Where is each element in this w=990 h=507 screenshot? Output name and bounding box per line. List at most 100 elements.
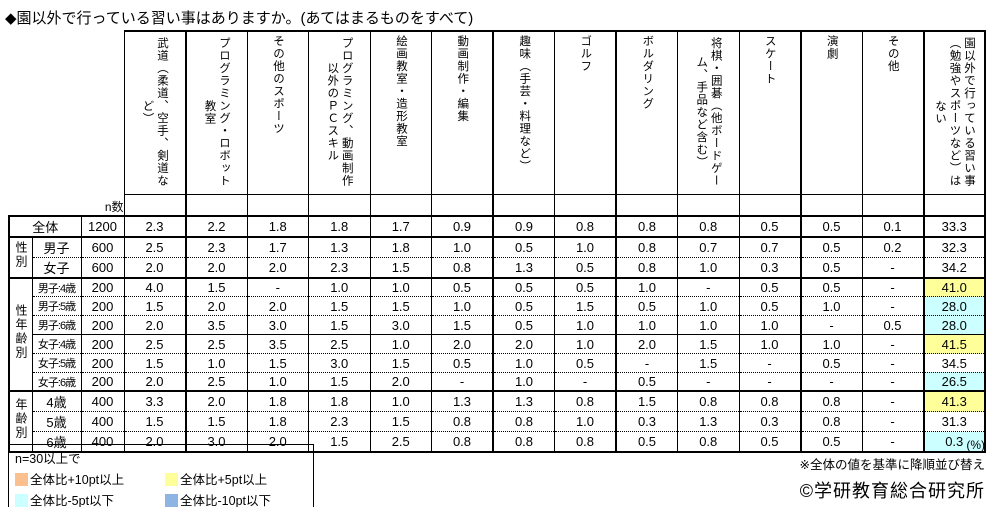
row-label: 女子:5歳 — [31, 353, 81, 373]
legend-grid: 全体比+10pt以上 全体比+5pt以上 全体比-5pt以下 全体比-10pt以… — [15, 469, 307, 507]
highlight-cell: 41.5 — [922, 334, 986, 354]
group-label: 年齢別 — [8, 390, 32, 454]
value-cell: 0.8 — [677, 215, 739, 237]
value-cell: 1.5 — [123, 353, 186, 373]
value-cell: 1.5 — [308, 371, 370, 392]
value-cell: 0.8 — [431, 431, 493, 454]
column-header: スケート — [738, 30, 801, 195]
value-cell: 0.5 — [799, 431, 862, 454]
minus5-swatch-icon — [15, 494, 28, 507]
value-cell: - — [861, 353, 924, 373]
value-cell: 0.5 — [615, 371, 678, 392]
column-header: 絵画教室・造形教室 — [369, 30, 432, 195]
value-cell: 1.7 — [369, 215, 432, 237]
value-cell: 0.5 — [615, 296, 678, 316]
column-header: 園以外で行っている習い事（勉強やスポーツなど）はない — [922, 30, 986, 195]
value-cell: 1.0 — [677, 257, 739, 278]
legend-label: 全体比+10pt以上 — [30, 473, 125, 487]
page-title: ◆園以外で行っている習い事はありますか。(あてはまるものをすべて) — [5, 10, 474, 27]
value-cell: 1.8 — [246, 390, 309, 412]
group-label: 性年齢別 — [8, 276, 32, 392]
table-row: 性年齢別 男子:4歳 200 4.0 1.5-1.0 1.0 0.5 0.5 0.5 1.0-0.… — [8, 276, 986, 392]
value-cell: 2.0 — [184, 390, 247, 412]
table-body: 全体 1200 2.3 2.2 1.8 1.8 1.7 0.9 0.9 0.8 0.8 0.8 0.5 0… — [8, 215, 986, 454]
value-cell: 2.3 — [123, 215, 186, 237]
value-cell: 2.0 — [615, 334, 678, 354]
corner-spacer — [9, 31, 124, 195]
value-cell: 1.0 — [492, 353, 555, 373]
unit-label: (%) — [966, 438, 985, 452]
spacer-cell — [308, 194, 370, 216]
value-cell: 0.8 — [431, 411, 493, 432]
n-cell: 400 — [80, 390, 124, 412]
highlight-cell: 28.0 — [922, 296, 986, 316]
n-cell: 600 — [80, 257, 124, 278]
value-cell: 3.5 — [246, 334, 309, 354]
value-cell: - — [677, 277, 739, 297]
value-cell: 0.8 — [554, 431, 616, 454]
plus5-swatch-icon — [165, 473, 178, 486]
n-cell: 200 — [80, 353, 124, 373]
value-cell: 0.3 — [615, 411, 678, 432]
value-cell: 1.0 — [369, 277, 432, 297]
value-cell: 1.7 — [246, 236, 309, 258]
value-cell: - — [861, 296, 924, 316]
n-cell: 200 — [80, 371, 124, 392]
value-cell: 3.0 — [308, 353, 370, 373]
value-cell: 2.0 — [431, 334, 493, 354]
row-label: 女子 — [31, 257, 81, 278]
value-cell: 1.0 — [799, 296, 862, 316]
table-row: 女子:5歳 200 1.5 1.0 1.5 3.0 1.5 0.5 1.0 0.5-1.5-0.5… — [9, 353, 986, 373]
value-cell: - — [677, 371, 739, 392]
highlight-cell: 28.0 — [922, 315, 986, 335]
value-cell: 0.5 — [492, 277, 555, 297]
value-cell: 3.3 — [123, 390, 186, 412]
value-cell: 1.5 — [308, 296, 370, 316]
highlight-cell: 26.5 — [922, 371, 986, 392]
value-cell: 2.0 — [492, 334, 555, 354]
value-cell: 1.5 — [554, 296, 616, 316]
value-cell: 1.0 — [615, 277, 678, 297]
value-cell: - — [738, 371, 801, 392]
value-cell: 3.0 — [369, 315, 432, 335]
legend-box: n=30以上で 全体比+10pt以上 全体比+5pt以上 全体比-5pt以下 全… — [8, 444, 314, 507]
value-cell: 0.9 — [492, 215, 555, 237]
row-label: 男子:6歳 — [31, 315, 81, 335]
value-cell: 34.2 — [922, 257, 986, 278]
value-cell: 1.0 — [738, 315, 801, 335]
row-label: 4歳 — [31, 390, 81, 412]
value-cell: 2.5 — [184, 371, 247, 392]
value-cell: 1.8 — [308, 215, 370, 237]
value-cell: 0.5 — [554, 257, 616, 278]
value-cell: 1.0 — [554, 411, 616, 432]
value-cell: 0.8 — [677, 390, 739, 412]
value-cell: 0.8 — [431, 257, 493, 278]
value-cell: 0.8 — [677, 431, 739, 454]
value-cell: - — [861, 257, 924, 278]
value-cell: 0.5 — [738, 215, 801, 237]
legend-item-plus10: 全体比+10pt以上 — [15, 469, 165, 488]
value-cell: - — [861, 411, 924, 432]
n-cell: 400 — [80, 411, 124, 432]
value-cell: 2.0 — [246, 257, 309, 278]
value-cell: 0.9 — [431, 215, 493, 237]
value-cell: - — [738, 353, 801, 373]
value-cell: 1.3 — [492, 257, 555, 278]
value-cell: - — [431, 371, 493, 392]
value-cell: 0.8 — [492, 411, 555, 432]
row-label: 男子:5歳 — [31, 296, 81, 316]
column-header: 動画制作・編集 — [431, 30, 493, 195]
highlight-cell: 41.0 — [922, 277, 986, 297]
value-cell: 2.5 — [308, 334, 370, 354]
value-cell: - — [246, 277, 309, 297]
value-cell: 0.2 — [861, 236, 924, 258]
group-label: 性別 — [8, 236, 32, 278]
n-cell: 200 — [80, 296, 124, 316]
legend-item-plus5: 全体比+5pt以上 — [165, 469, 307, 488]
legend-label: 全体比+5pt以上 — [180, 473, 268, 487]
value-cell: 0.8 — [738, 390, 801, 412]
column-header: 将棋・囲碁（他ボードゲーム、手品など含む） — [677, 30, 739, 195]
value-cell: 0.5 — [799, 257, 862, 278]
value-cell: 0.5 — [492, 236, 555, 258]
spacer-cell — [184, 194, 247, 216]
